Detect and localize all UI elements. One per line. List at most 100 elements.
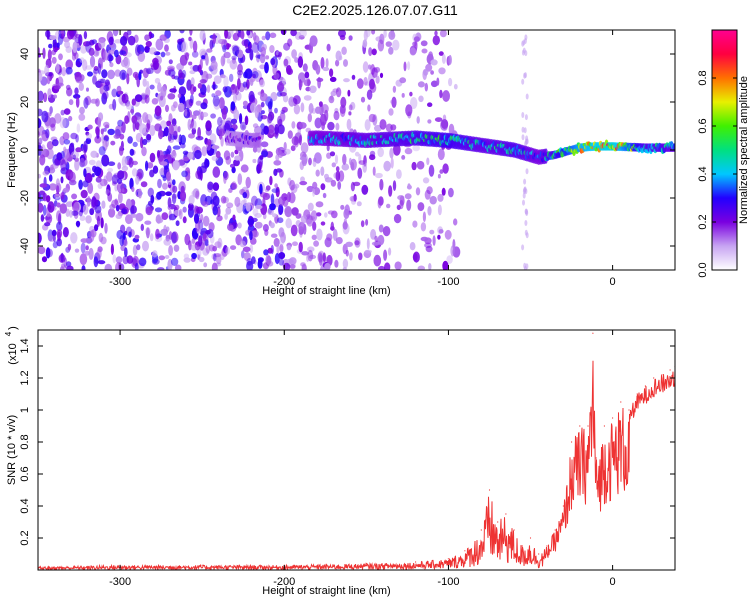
heatmap-cell (156, 150, 161, 158)
heatmap-cell (222, 44, 227, 53)
heatmap-cell (349, 252, 353, 261)
heatmap-cell (284, 148, 291, 155)
heatmap-cell (107, 128, 115, 136)
heatmap-cell (38, 118, 42, 129)
heatmap-cell (255, 205, 263, 210)
heatmap-cell (220, 136, 224, 147)
heatmap-cell (339, 104, 346, 115)
heatmap-cell (249, 230, 253, 241)
heatmap-cell (103, 84, 110, 92)
heatmap-cell (316, 212, 322, 217)
heatmap-cell (46, 248, 53, 258)
heatmap-cell (87, 182, 94, 194)
heatmap-cell (134, 262, 139, 270)
heatmap-cell (286, 64, 292, 75)
heatmap-cell (320, 166, 325, 176)
heatmap-cell (245, 176, 251, 189)
heatmap-cell (252, 146, 258, 153)
heatmap-cell (60, 33, 65, 40)
heatmap-cell (189, 70, 196, 75)
y-multiplier-exponent: 4 (4, 331, 13, 336)
heatmap-cell (166, 171, 171, 182)
heatmap-cell (236, 70, 244, 76)
heatmap-cell (252, 71, 259, 79)
heatmap-cell (428, 164, 435, 177)
heatmap-cell (126, 30, 132, 36)
heatmap-cell (401, 155, 406, 160)
heatmap-cell (38, 90, 44, 102)
heatmap-cell (270, 58, 276, 66)
heatmap-cell (88, 159, 96, 166)
heatmap-cell (95, 126, 100, 135)
heatmap-cell (223, 171, 229, 181)
heatmap-cell (226, 202, 234, 209)
heatmap-cell (385, 41, 392, 47)
heatmap-cell (125, 198, 132, 211)
heatmap-cell (422, 177, 430, 184)
heatmap-cell (213, 75, 222, 84)
heatmap-cell (356, 78, 364, 89)
heatmap-cell (405, 104, 413, 117)
heatmap-cell (434, 30, 438, 36)
heatmap-cell (317, 252, 323, 263)
heatmap-cell (289, 179, 296, 191)
heatmap-cell (75, 77, 84, 84)
snr-line (38, 360, 675, 570)
heatmap-cell (313, 157, 317, 162)
heatmap-cell (438, 229, 444, 234)
heatmap-cell (158, 129, 164, 140)
heatmap-cell (383, 249, 388, 261)
heatmap-cell (166, 226, 170, 232)
heatmap-cell (448, 54, 452, 65)
heatmap-cell (119, 133, 125, 140)
heatmap-cell (38, 108, 43, 117)
x-tick-label: 0 (610, 576, 616, 588)
heatmap-cell (204, 239, 209, 247)
heatmap-cell (175, 220, 180, 227)
heatmap-cell (276, 243, 280, 255)
heatmap-cell (98, 38, 106, 49)
heatmap-cell (74, 159, 80, 171)
heatmap-cell (114, 49, 119, 58)
heatmap-cell (315, 106, 321, 114)
heatmap-cell (181, 69, 187, 79)
heatmap-cell (59, 203, 67, 214)
heatmap-cell (240, 121, 247, 131)
x-axis-label: Height of straight line (km) (262, 285, 390, 297)
heatmap-cell (83, 41, 91, 47)
heatmap-cell (366, 238, 370, 250)
heatmap-cell (441, 54, 446, 64)
heatmap-cell (103, 121, 110, 128)
heatmap-cell (145, 67, 154, 75)
heatmap-cell (134, 94, 143, 102)
y-tick-label: 0.4 (19, 498, 31, 513)
heatmap-cell (244, 115, 249, 126)
heatmap-cell (278, 196, 286, 206)
heatmap-cell (170, 123, 179, 136)
heatmap-cell (311, 234, 317, 240)
heatmap-cell (432, 35, 440, 46)
heatmap-cell (370, 64, 376, 75)
heatmap-cell (427, 206, 432, 216)
heatmap-cell (377, 39, 385, 52)
heatmap-cell (212, 205, 218, 216)
heatmap-cell (337, 181, 342, 190)
heatmap-cell (364, 119, 371, 131)
heatmap-cell (427, 102, 433, 107)
heatmap-cell (214, 241, 222, 249)
heatmap-cell (121, 93, 129, 104)
heatmap-cell (66, 30, 75, 40)
heatmap-cell (343, 208, 350, 219)
heatmap-cell (114, 183, 118, 192)
heatmap-cell (448, 77, 453, 87)
heatmap-cell (138, 257, 147, 267)
heatmap-cell (120, 36, 128, 46)
heatmap-cell (425, 245, 433, 253)
heatmap-cell (211, 145, 220, 150)
heatmap-cell (287, 177, 292, 186)
heatmap-cell (385, 123, 393, 133)
heatmap-cell (247, 218, 255, 226)
heatmap-cell (70, 132, 78, 140)
heatmap-cell (288, 192, 296, 204)
